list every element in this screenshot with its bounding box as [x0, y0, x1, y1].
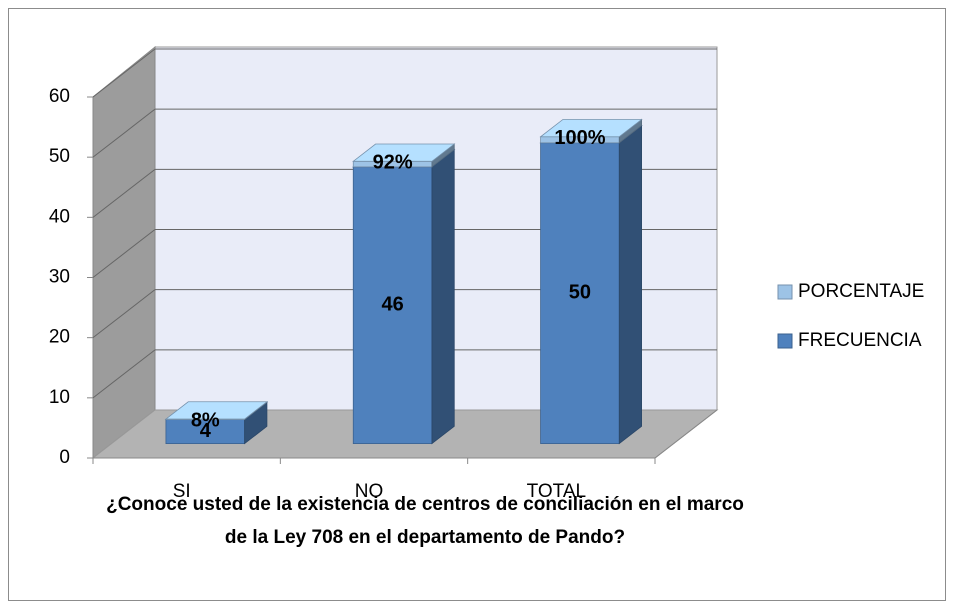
y-tick-label: 20	[49, 327, 70, 348]
legend-swatch	[777, 333, 793, 349]
data-label: 100%	[554, 127, 605, 149]
bar-top	[539, 119, 643, 138]
data-label: 50	[569, 281, 591, 303]
grid-line	[92, 289, 156, 339]
bar-side	[618, 124, 642, 445]
y-tick-label: 40	[49, 206, 70, 227]
grid-line	[92, 108, 156, 158]
bar-top	[352, 143, 456, 162]
legend-label: PORCENTAJE	[798, 281, 924, 302]
data-label: 4	[200, 420, 212, 442]
data-label: 46	[381, 293, 403, 315]
grid-line	[92, 48, 156, 98]
data-label: 92%	[373, 152, 413, 174]
y-tick-label: 10	[49, 387, 70, 408]
y-tick-label: 0	[59, 447, 70, 468]
grid-line	[92, 229, 156, 278]
bar-side	[431, 148, 455, 445]
y-tick-label: 50	[49, 146, 70, 167]
axis-title: ¿Conoce usted de la existencia de centro…	[106, 494, 744, 548]
data-label: 8%	[191, 409, 220, 431]
y-tick-label: 30	[49, 267, 70, 288]
grid-line	[92, 349, 156, 399]
legend-swatch	[777, 284, 793, 300]
y-tick-label: 60	[49, 86, 70, 107]
grid-line	[92, 168, 156, 218]
legend-label: FRECUENCIA	[798, 330, 922, 351]
bar	[165, 419, 246, 444]
bar	[352, 166, 433, 444]
x-tick-label: SI	[173, 481, 191, 502]
x-tick-label: TOTAL	[527, 481, 586, 502]
bar-top	[164, 401, 269, 420]
bar	[540, 142, 620, 445]
x-tick-label: NO	[355, 481, 384, 502]
side-wall	[92, 45, 156, 460]
